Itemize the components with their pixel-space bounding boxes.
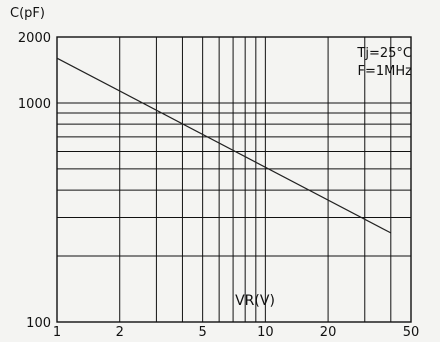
y-tick-label: 1000 <box>18 97 51 112</box>
y-tick-labels: 100 1000 2000 <box>18 31 51 331</box>
x-tick-label: 10 <box>257 325 274 340</box>
grid-lines <box>57 37 411 322</box>
plot-frame <box>57 37 411 322</box>
y-tick-label: 100 <box>26 316 51 331</box>
x-tick-label: 1 <box>53 325 61 340</box>
y-tick-label: 2000 <box>18 31 51 46</box>
x-tick-label: 5 <box>198 325 206 340</box>
x-tick-label: 2 <box>116 325 124 340</box>
capacitance-curve <box>57 58 391 233</box>
annotation-frequency: F=1MHz <box>358 64 413 79</box>
y-axis-label: C(pF) <box>10 6 45 21</box>
x-tick-label: 20 <box>320 325 337 340</box>
x-axis-label: VR(V) <box>235 293 275 309</box>
x-tick-labels: 1 2 5 10 20 50 <box>53 325 419 340</box>
x-tick-label: 50 <box>403 325 420 340</box>
annotation-temperature: Tj=25°C <box>356 46 412 61</box>
